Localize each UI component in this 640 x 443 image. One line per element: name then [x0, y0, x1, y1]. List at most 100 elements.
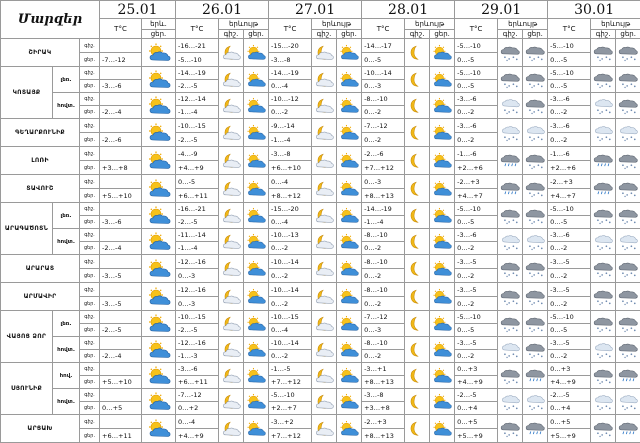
day-temp: 0…-2 [362, 269, 405, 283]
day-col-header: ցեր. [430, 30, 455, 39]
sun-cloud-icon [142, 363, 176, 389]
sky-col-header: երևույթ [405, 19, 455, 30]
snow-cloud-icon [591, 255, 616, 283]
night-col-header: գիշ. [312, 30, 337, 39]
night-temp [100, 415, 142, 429]
moon-cloud-icon [312, 203, 337, 229]
day-temp: 0…-3 [176, 269, 219, 283]
snow-cloud-icon [523, 311, 548, 337]
night-temp: -8…-10 [362, 229, 405, 242]
sun-cloud-icon [142, 203, 176, 229]
night-temp [100, 337, 142, 350]
night-temp: -10…-14 [362, 67, 405, 80]
sun-cloud-icon [244, 389, 269, 415]
night-temp: -3…-6 [176, 363, 219, 376]
sun-cloud-icon [337, 283, 362, 311]
day-temp: 0…-2 [548, 269, 591, 283]
day-temp: -5…-10 [176, 53, 219, 67]
moon-icon [405, 337, 430, 363]
table-row: հովտ.գիշ.-7…-12-5…-10-3…-8-2…-5-2…-5 [1, 389, 640, 402]
night-temp: -3…-5 [548, 255, 591, 269]
day-label: ցեր. [80, 216, 100, 229]
night-label: գիշ. [80, 229, 100, 242]
region-name: ԱՐԱԳԱԾՈՏՆ [1, 203, 53, 255]
region-name: ՎԱՅՈՑ ՁՈՐ [1, 311, 53, 363]
moon-cloud-icon [219, 93, 244, 119]
night-label: գիշ. [80, 255, 100, 269]
snow-icon [523, 229, 548, 255]
date-header: 28.01 [362, 1, 455, 19]
moon-cloud-icon [312, 39, 337, 67]
moon-cloud-icon [312, 119, 337, 147]
night-label: գիշ. [80, 147, 100, 161]
night-temp: -10…-12 [269, 93, 312, 106]
day-temp: 0…-2 [455, 350, 498, 363]
sun-cloud-icon [337, 229, 362, 255]
night-temp: 0…-4 [269, 175, 312, 189]
night-temp: -16…-21 [176, 39, 219, 53]
day-temp: +5…+10 [100, 376, 142, 389]
day-temp: +2…+7 [269, 402, 312, 415]
moon-cloud-icon [219, 203, 244, 229]
snow-cloud-icon [498, 311, 523, 337]
moon-cloud-icon [312, 337, 337, 363]
night-col-header: գիշ. [219, 30, 244, 39]
sun-cloud-icon [430, 415, 455, 443]
sun-cloud-icon [142, 337, 176, 363]
night-temp: -3…-5 [548, 337, 591, 350]
snow-icon [498, 93, 523, 119]
night-temp: -9…-14 [269, 119, 312, 133]
night-temp: -3…+2 [269, 415, 312, 429]
day-label: ցեր. [80, 402, 100, 415]
day-temp: -3…-8 [269, 53, 312, 67]
rain-cloud-icon [616, 363, 640, 389]
snow-icon [498, 389, 523, 415]
night-temp [100, 389, 142, 402]
sun-cloud-icon [244, 415, 269, 443]
night-temp: -12…-16 [176, 283, 219, 297]
day-temp: -2…-4 [100, 242, 142, 255]
night-label: գիշ. [80, 39, 100, 53]
temp-col-header: T°C [362, 19, 405, 39]
sun-cloud-icon [337, 203, 362, 229]
moon-cloud-icon [312, 67, 337, 93]
sun-cloud-icon [430, 283, 455, 311]
sun-cloud-icon [244, 93, 269, 119]
region-name: ՏԱՎՈՒՇ [1, 175, 80, 203]
night-temp: -8…-10 [362, 255, 405, 269]
day-temp: 0…-5 [455, 324, 498, 337]
snow-icon [591, 93, 616, 119]
moon-icon [405, 283, 430, 311]
day-temp: 0…-3 [176, 297, 219, 311]
table-row: հովտ.գիշ.-12…-16-10…-14-8…-10-3…-5-3…-5 [1, 337, 640, 350]
moon-cloud-icon [312, 283, 337, 311]
night-temp: -5…-10 [455, 39, 498, 53]
day-label: ցեր. [80, 53, 100, 67]
night-temp [100, 175, 142, 189]
day-temp: 0…-2 [455, 297, 498, 311]
day-temp: +4…+9 [548, 376, 591, 389]
night-temp: -3…-6 [455, 93, 498, 106]
subregion-label: լեռ. [53, 203, 80, 229]
day-temp: -3…-6 [100, 80, 142, 93]
day-temp: 0…-2 [269, 350, 312, 363]
temp-col-header: T°C [455, 19, 498, 39]
moon-cloud-icon [219, 255, 244, 283]
night-label: գիշ. [80, 415, 100, 429]
snow-cloud-icon [523, 93, 548, 119]
moon-cloud-icon [219, 337, 244, 363]
day-temp: +6…+11 [176, 376, 219, 389]
temp-col-header: T°C [176, 19, 219, 39]
moon-cloud-icon [219, 311, 244, 337]
snow-icon [616, 229, 640, 255]
snow-cloud-icon [616, 311, 640, 337]
day-temp: 0…-2 [362, 350, 405, 363]
sun-cloud-icon [244, 229, 269, 255]
day-temp: 0…-2 [455, 269, 498, 283]
night-col-header: գիշ. [498, 30, 523, 39]
moon-icon [405, 175, 430, 203]
day-temp: +2…+6 [455, 161, 498, 175]
